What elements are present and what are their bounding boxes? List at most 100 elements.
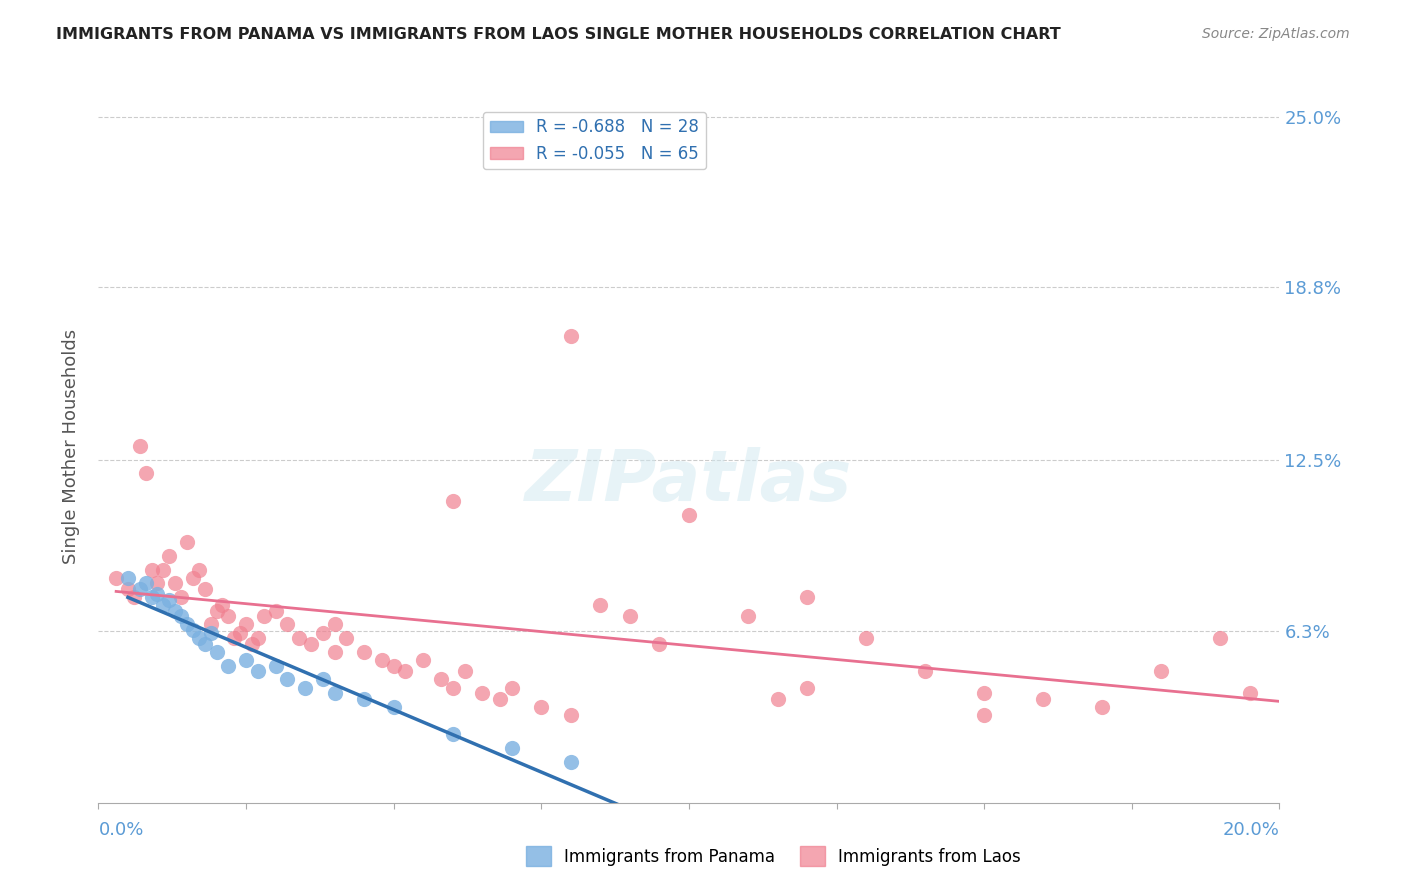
Point	[796, 681, 818, 695]
Point	[914, 664, 936, 678]
Point	[157, 592, 180, 607]
Point	[1091, 699, 1114, 714]
Point	[560, 708, 582, 723]
Point	[146, 576, 169, 591]
Point	[441, 727, 464, 741]
Point	[737, 609, 759, 624]
Point	[560, 755, 582, 769]
Point	[294, 681, 316, 695]
Point	[412, 653, 434, 667]
Point	[335, 631, 357, 645]
Point	[152, 598, 174, 612]
Point	[264, 658, 287, 673]
Point	[170, 590, 193, 604]
Point	[441, 494, 464, 508]
Point	[246, 631, 269, 645]
Point	[146, 587, 169, 601]
Point	[224, 631, 246, 645]
Point	[353, 691, 375, 706]
Point	[394, 664, 416, 678]
Point	[453, 664, 475, 678]
Point	[312, 625, 335, 640]
Point	[323, 617, 346, 632]
Point	[973, 708, 995, 723]
Point	[157, 549, 180, 563]
Point	[796, 590, 818, 604]
Y-axis label: Single Mother Households: Single Mother Households	[62, 328, 80, 564]
Point	[276, 617, 298, 632]
Point	[105, 571, 128, 585]
Point	[117, 571, 139, 585]
Point	[560, 329, 582, 343]
Text: Source: ZipAtlas.com: Source: ZipAtlas.com	[1202, 27, 1350, 41]
Point	[276, 673, 298, 687]
Point	[135, 576, 157, 591]
Point	[240, 637, 263, 651]
Point	[200, 625, 222, 640]
Point	[141, 590, 163, 604]
Point	[205, 604, 228, 618]
Point	[1150, 664, 1173, 678]
Point	[589, 598, 612, 612]
Point	[619, 609, 641, 624]
Point	[165, 604, 187, 618]
Point	[299, 637, 322, 651]
Point	[489, 691, 512, 706]
Point	[176, 617, 198, 632]
Point	[217, 658, 239, 673]
Text: 20.0%: 20.0%	[1223, 821, 1279, 838]
Point	[205, 645, 228, 659]
Point	[382, 658, 405, 673]
Point	[382, 699, 405, 714]
Point	[187, 631, 209, 645]
Point	[253, 609, 276, 624]
Point	[441, 681, 464, 695]
Legend: Immigrants from Panama, Immigrants from Laos: Immigrants from Panama, Immigrants from …	[519, 839, 1028, 873]
Point	[678, 508, 700, 522]
Point	[1239, 686, 1261, 700]
Point	[170, 609, 193, 624]
Point	[353, 645, 375, 659]
Point	[371, 653, 394, 667]
Point	[288, 631, 311, 645]
Point	[229, 625, 252, 640]
Point	[194, 582, 217, 596]
Point	[122, 590, 145, 604]
Point	[141, 562, 163, 576]
Point	[501, 740, 523, 755]
Point	[165, 576, 187, 591]
Point	[973, 686, 995, 700]
Point	[1032, 691, 1054, 706]
Point	[648, 637, 671, 651]
Point	[471, 686, 494, 700]
Point	[217, 609, 239, 624]
Point	[181, 571, 204, 585]
Point	[312, 673, 335, 687]
Point	[194, 637, 217, 651]
Point	[235, 617, 257, 632]
Point	[187, 562, 209, 576]
Point	[530, 699, 553, 714]
Text: IMMIGRANTS FROM PANAMA VS IMMIGRANTS FROM LAOS SINGLE MOTHER HOUSEHOLDS CORRELAT: IMMIGRANTS FROM PANAMA VS IMMIGRANTS FRO…	[56, 27, 1062, 42]
Point	[176, 535, 198, 549]
Point	[323, 686, 346, 700]
Text: 0.0%: 0.0%	[98, 821, 143, 838]
Text: ZIPatlas: ZIPatlas	[526, 447, 852, 516]
Point	[323, 645, 346, 659]
Point	[135, 467, 157, 481]
Point	[235, 653, 257, 667]
Point	[200, 617, 222, 632]
Point	[246, 664, 269, 678]
Point	[128, 582, 150, 596]
Point	[430, 673, 453, 687]
Point	[766, 691, 789, 706]
Point	[501, 681, 523, 695]
Point	[211, 598, 233, 612]
Point	[264, 604, 287, 618]
Legend: R = -0.688   N = 28, R = -0.055   N = 65: R = -0.688 N = 28, R = -0.055 N = 65	[484, 112, 706, 169]
Point	[1209, 631, 1232, 645]
Point	[128, 439, 150, 453]
Point	[181, 623, 204, 637]
Point	[855, 631, 877, 645]
Point	[152, 562, 174, 576]
